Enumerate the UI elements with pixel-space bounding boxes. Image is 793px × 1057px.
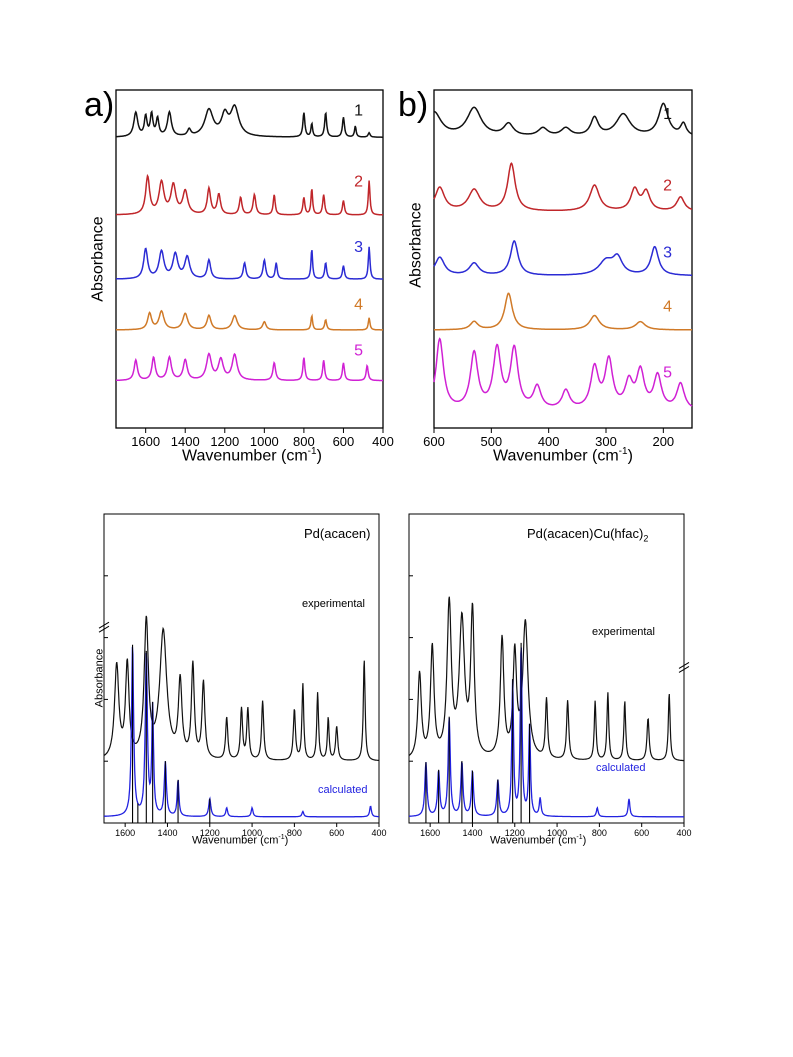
- chart-a-ylabel: Absorbance: [89, 216, 107, 302]
- chart-a-series-5-label: 5: [354, 342, 363, 359]
- chart-b-series-1-line: [433, 102, 693, 135]
- chart-c-xtick-label: 600: [329, 828, 344, 838]
- chart-d-xtick-label: 400: [676, 828, 691, 838]
- panel-a-label: a): [84, 86, 115, 124]
- chart-d-calculated-line: [409, 647, 684, 818]
- chart-a-series-3-label: 3: [354, 239, 363, 256]
- chart-d-axis-break: [678, 661, 690, 669]
- chart-d-exp-label: experimental: [592, 626, 655, 638]
- chart-b-xtick-label: 500: [480, 434, 502, 449]
- chart-b-series-3-line: [433, 240, 692, 276]
- chart-a-frame: [115, 89, 384, 429]
- chart-a-series-3-line: [116, 246, 384, 280]
- chart-b-xlabel: Wavenumber (cm-1): [493, 446, 633, 465]
- chart-c-experimental-line: [103, 615, 380, 762]
- chart-d-xtick-label: 800: [592, 828, 607, 838]
- chart-c-calculated-line: [103, 646, 379, 818]
- panel-b-label: b): [398, 86, 429, 124]
- chart-b-series-4-label: 4: [663, 299, 672, 316]
- chart-d-calc-label: calculated: [596, 762, 646, 774]
- chart-a-series-4-line: [116, 309, 383, 331]
- chart-c-xtick-label: 1000: [242, 828, 262, 838]
- chart-b-series-5-line: [433, 337, 693, 407]
- chart-b-series-4-line: [434, 292, 692, 331]
- chart-c-xtick-label: 1200: [200, 828, 220, 838]
- chart-a-xtick-label: 1000: [250, 434, 279, 449]
- chart-a-series-1-line: [116, 104, 383, 138]
- chart-d-experimental-line: [408, 596, 684, 762]
- chart-d-xtick-label: 600: [634, 828, 649, 838]
- chart-c-calc-label: calculated: [318, 784, 368, 796]
- chart-b-series-5-label: 5: [663, 365, 672, 382]
- chart-d-xlabel: Wavenumber (cm-1): [490, 834, 587, 847]
- chart-c-xtick-label: 800: [287, 828, 302, 838]
- chart-d-xtick-label: 1200: [505, 828, 525, 838]
- chart-b-series-2-line: [433, 162, 693, 212]
- chart-b-xtick-label: 600: [423, 434, 445, 449]
- chart-d-xtick-label: 1600: [420, 828, 440, 838]
- chart-b-xtick-label: 400: [538, 434, 560, 449]
- chart-b-xtick-label: 300: [595, 434, 617, 449]
- chart-b-series-2-label: 2: [663, 177, 672, 194]
- chart-a-xtick-label: 1600: [131, 434, 160, 449]
- chart-a-series-2-line: [116, 173, 383, 216]
- chart-a-xtick-label: 800: [293, 434, 315, 449]
- chart-a-series-4-label: 4: [354, 297, 363, 314]
- chart-c-xtick-label: 1400: [157, 828, 177, 838]
- chart-c-title: Pd(acacen): [304, 526, 371, 541]
- chart-d-frame: [408, 513, 685, 824]
- chart-b-xtick-label: 200: [652, 434, 674, 449]
- chart-a-series-1-label: 1: [354, 102, 363, 119]
- chart-a-xtick-label: 1200: [210, 434, 239, 449]
- chart-a-xlabel: Wavenumber (cm-1): [182, 446, 322, 465]
- chart-b-series-1-label: 1: [663, 106, 672, 123]
- chart-b-ylabel: Absorbance: [407, 202, 425, 288]
- chart-b-frame: [433, 89, 693, 429]
- chart-c-xtick-label: 400: [371, 828, 386, 838]
- chart-a-xtick-label: 600: [333, 434, 355, 449]
- chart-c-axis-break: [98, 625, 110, 633]
- chart-d-title: Pd(acacen)Cu(hfac)2: [527, 526, 649, 544]
- chart-c-exp-label: experimental: [302, 598, 365, 610]
- chart-c-ylabel: Absorbance: [93, 648, 106, 708]
- chart-c-axis-break: [98, 621, 110, 629]
- chart-c-xlabel: Wavenumber (cm-1): [192, 834, 289, 847]
- chart-b-series-3-label: 3: [663, 245, 672, 262]
- chart-a-series-2-label: 2: [354, 173, 363, 190]
- chart-d-xtick-label: 1000: [547, 828, 567, 838]
- chart-a-series-5-line: [116, 352, 383, 382]
- chart-c-frame: [103, 513, 380, 824]
- chart-d-axis-break: [678, 665, 690, 673]
- chart-c-xtick-label: 1600: [115, 828, 135, 838]
- chart-a-xtick-label: 400: [372, 434, 394, 449]
- chart-d-xtick-label: 1400: [462, 828, 482, 838]
- chart-a-xtick-label: 1400: [171, 434, 200, 449]
